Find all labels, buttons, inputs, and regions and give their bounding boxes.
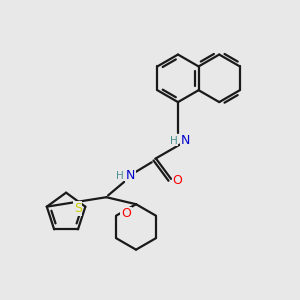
Text: H: H	[116, 170, 124, 181]
Text: N: N	[126, 169, 136, 182]
Text: H: H	[170, 136, 178, 146]
Text: N: N	[181, 134, 190, 147]
Text: O: O	[172, 174, 182, 187]
Text: S: S	[74, 202, 82, 215]
Text: O: O	[121, 207, 131, 220]
